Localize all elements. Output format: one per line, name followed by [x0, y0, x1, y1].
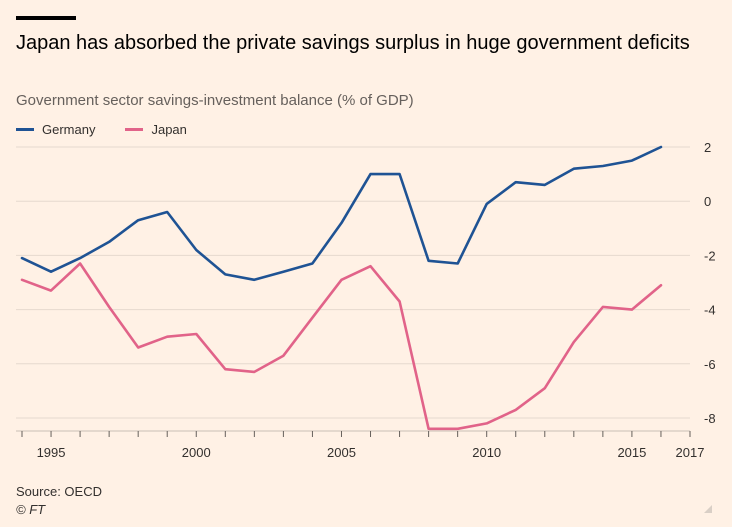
x-tick-label: 2017 — [676, 445, 705, 460]
source-note: Source: OECD — [16, 484, 102, 499]
y-tick-label: -4 — [704, 303, 716, 318]
legend-item-germany: Germany — [16, 122, 95, 137]
x-tick-label: 2005 — [327, 445, 356, 460]
credit-note: © FT — [16, 502, 46, 517]
resize-handle-icon — [704, 505, 712, 513]
x-tick-label: 2010 — [472, 445, 501, 460]
series-line-germany — [20, 145, 663, 282]
y-tick-label: 0 — [704, 194, 711, 209]
chart-subtitle: Government sector savings-investment bal… — [16, 92, 414, 109]
legend-label-japan: Japan — [151, 122, 187, 137]
x-tick-label: 2000 — [182, 445, 211, 460]
chart-title: Japan has absorbed the private savings s… — [16, 32, 690, 54]
legend-swatch-germany — [16, 128, 34, 131]
legend-label-germany: Germany — [42, 122, 96, 137]
x-tick-label: 1995 — [37, 445, 66, 460]
y-tick-label: -2 — [704, 248, 716, 263]
y-tick-label: -8 — [704, 411, 716, 426]
y-tick-label: -6 — [704, 357, 716, 372]
y-tick-label: 2 — [704, 140, 711, 155]
x-tick-label: 2015 — [617, 445, 646, 460]
legend-swatch-japan — [125, 128, 144, 131]
legend-item-japan: Japan — [125, 122, 187, 137]
header-bar — [16, 16, 76, 20]
series-line-japan — [20, 262, 663, 431]
legend: Germany Japan — [16, 122, 187, 137]
